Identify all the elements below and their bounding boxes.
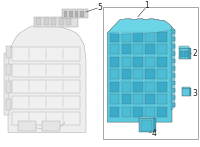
Bar bbox=[75, 11, 78, 17]
Bar bbox=[139, 118, 154, 132]
Bar bbox=[110, 44, 119, 54]
Bar bbox=[12, 112, 80, 125]
Bar bbox=[145, 82, 155, 92]
Bar bbox=[51, 18, 56, 25]
Bar bbox=[133, 57, 143, 67]
Text: 2: 2 bbox=[193, 50, 197, 59]
Bar bbox=[190, 88, 191, 96]
Bar bbox=[133, 94, 143, 104]
Text: 4: 4 bbox=[152, 129, 156, 138]
Bar bbox=[69, 11, 73, 17]
Bar bbox=[145, 44, 155, 54]
Bar bbox=[6, 81, 11, 93]
Bar bbox=[145, 57, 155, 67]
Bar bbox=[145, 107, 155, 117]
Text: 3: 3 bbox=[192, 89, 197, 98]
Text: 1: 1 bbox=[145, 1, 149, 10]
Bar bbox=[110, 107, 119, 117]
Bar bbox=[6, 64, 11, 75]
Bar bbox=[182, 88, 190, 96]
Bar bbox=[6, 99, 11, 110]
Polygon shape bbox=[171, 27, 175, 110]
Bar bbox=[4, 53, 9, 115]
Bar bbox=[110, 82, 119, 92]
Bar bbox=[180, 51, 183, 57]
Bar bbox=[157, 82, 167, 92]
Bar bbox=[12, 96, 80, 109]
Bar bbox=[157, 69, 167, 79]
Bar bbox=[110, 32, 119, 42]
Bar bbox=[122, 107, 131, 117]
Bar bbox=[145, 69, 155, 79]
Bar bbox=[122, 57, 131, 67]
Bar bbox=[59, 18, 64, 25]
Bar bbox=[184, 51, 188, 57]
Bar bbox=[133, 82, 143, 92]
Bar bbox=[12, 64, 80, 77]
Polygon shape bbox=[8, 24, 86, 132]
Bar bbox=[157, 44, 167, 54]
Bar bbox=[6, 46, 11, 58]
Bar bbox=[12, 80, 80, 93]
Bar bbox=[133, 107, 143, 117]
Bar bbox=[80, 11, 84, 17]
Bar bbox=[122, 44, 131, 54]
Bar bbox=[42, 121, 60, 131]
Bar bbox=[139, 116, 154, 118]
Bar bbox=[182, 87, 190, 88]
Bar bbox=[157, 32, 167, 42]
Bar bbox=[179, 46, 189, 48]
Bar bbox=[179, 48, 189, 59]
Bar bbox=[34, 17, 78, 27]
Bar bbox=[157, 94, 167, 104]
Bar bbox=[189, 48, 191, 59]
Bar bbox=[110, 57, 119, 67]
Bar bbox=[154, 118, 156, 132]
Bar bbox=[157, 107, 167, 117]
Bar bbox=[18, 121, 36, 131]
Bar bbox=[110, 69, 119, 79]
Bar bbox=[66, 18, 71, 25]
Bar bbox=[12, 47, 80, 61]
Bar bbox=[133, 32, 143, 42]
Bar bbox=[122, 69, 131, 79]
Bar bbox=[133, 69, 143, 79]
Bar bbox=[133, 44, 143, 54]
Text: 5: 5 bbox=[98, 3, 102, 12]
Bar bbox=[141, 120, 152, 131]
Bar bbox=[145, 94, 155, 104]
Bar bbox=[36, 18, 41, 25]
Bar bbox=[122, 94, 131, 104]
Bar bbox=[64, 11, 67, 17]
Polygon shape bbox=[107, 19, 172, 34]
Bar bbox=[145, 32, 155, 42]
Bar bbox=[62, 9, 88, 18]
Bar bbox=[44, 18, 49, 25]
Bar bbox=[110, 94, 119, 104]
Bar bbox=[103, 7, 198, 139]
Bar bbox=[122, 32, 131, 42]
Bar bbox=[122, 82, 131, 92]
Bar bbox=[157, 57, 167, 67]
Polygon shape bbox=[107, 19, 175, 122]
